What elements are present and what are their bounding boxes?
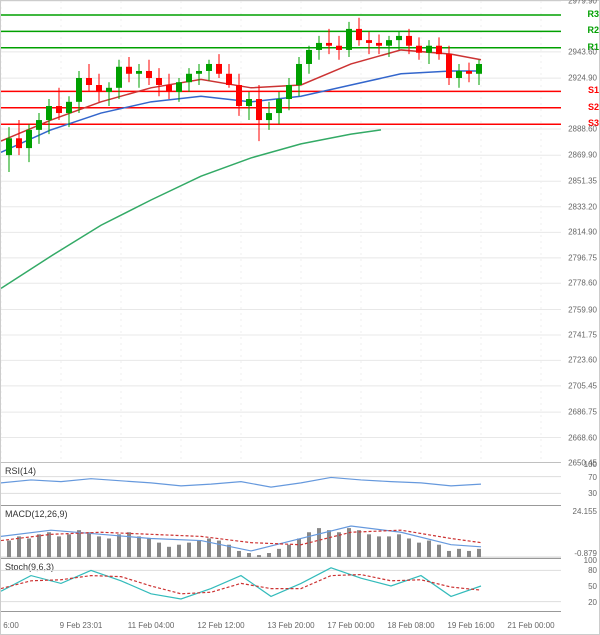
stoch-svg [1,560,561,612]
macd-panel[interactable]: MACD(12,26,9) -0.87924.155 [1,507,561,559]
y-axis-right: 2650.452668.602686.752705.452723.602741.… [559,1,599,463]
x-tick: 9 Feb 23:01 [60,621,103,630]
chart-container: R3R2R1S1S2S3 2650.452668.602686.752705.4… [0,0,600,635]
y-tick: 2759.90 [568,305,597,314]
rsi-svg [1,464,561,506]
x-tick: 19 Feb 16:00 [447,621,494,630]
x-tick: 6:00 [3,621,19,630]
main-price-panel[interactable]: R3R2R1S1S2S3 [1,1,561,463]
stoch-ytick: 50 [588,582,597,591]
x-tick: 12 Feb 12:00 [197,621,244,630]
y-tick: 2705.45 [568,381,597,390]
x-tick: 17 Feb 00:00 [327,621,374,630]
y-tick: 2924.90 [568,74,597,83]
macd-ytick: 24.155 [573,507,597,516]
y-tick: 2851.35 [568,177,597,186]
x-tick: 18 Feb 08:00 [387,621,434,630]
stoch-panel[interactable]: Stoch(9,6,3) 205080100 [1,560,561,612]
rsi-ytick: 70 [588,473,597,482]
x-axis: 6:00 9 Feb 23:01 11 Feb 04:00 12 Feb 12:00 1… [1,612,600,634]
y-tick: 2943.60 [568,47,597,56]
y-tick: 2723.60 [568,356,597,365]
y-tick: 2741.75 [568,330,597,339]
y-tick: 2778.60 [568,279,597,288]
y-tick: 2668.60 [568,433,597,442]
y-tick: 2869.90 [568,151,597,160]
stoch-ytick: 100 [584,556,597,565]
y-tick: 2979.90 [568,0,597,6]
y-tick: 2888.60 [568,125,597,134]
y-tick: 2796.75 [568,253,597,262]
stoch-ytick: 20 [588,598,597,607]
rsi-ytick: 30 [588,489,597,498]
rsi-panel[interactable]: RSI(14) 3070100 [1,464,561,506]
x-tick: 11 Feb 04:00 [128,621,175,630]
x-tick: 21 Feb 00:00 [507,621,554,630]
stoch-ytick: 80 [588,566,597,575]
y-tick: 2833.20 [568,202,597,211]
x-tick: 13 Feb 20:00 [267,621,314,630]
main-chart-svg [1,1,561,463]
y-tick: 2814.90 [568,228,597,237]
rsi-ytick: 100 [584,460,597,469]
macd-svg [1,507,561,559]
y-tick: 2686.75 [568,408,597,417]
